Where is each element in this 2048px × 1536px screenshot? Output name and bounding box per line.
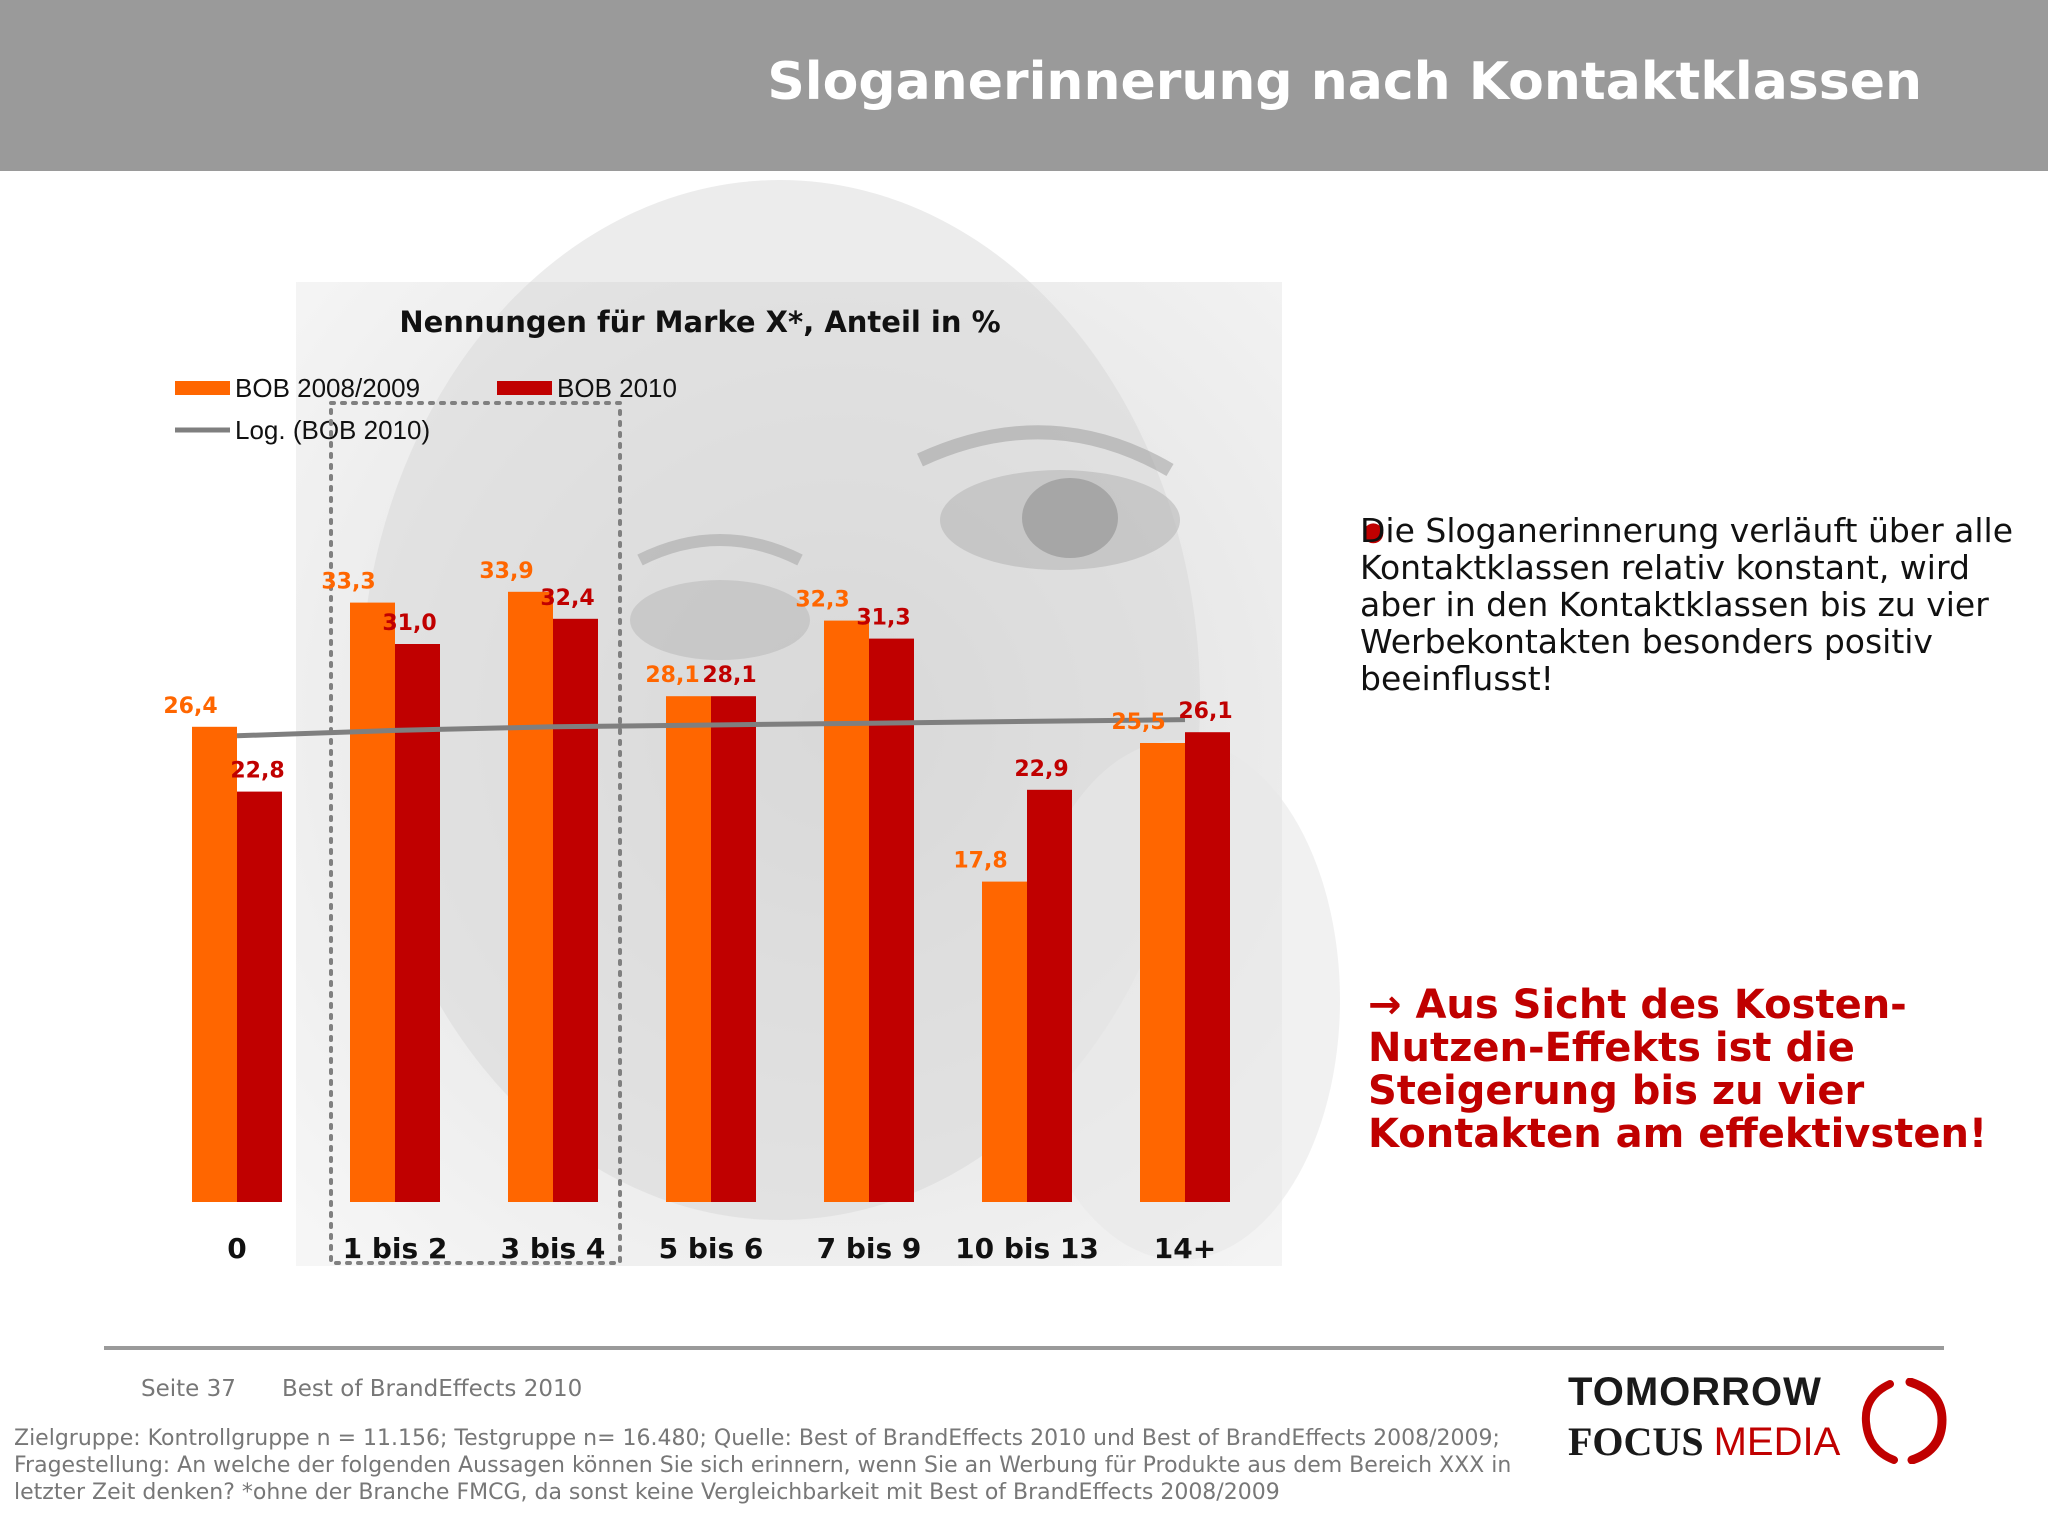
value-label-bob-2008-2009-2: 33,9 [479, 559, 533, 584]
value-label-bob-2008-2009-0: 26,4 [163, 694, 217, 719]
category-label-2: 3 bis 4 [501, 1232, 606, 1265]
legend-label-trendline: Log. (BOB 2010) [235, 415, 430, 445]
bar-bob-2008-2009-4 [824, 620, 869, 1202]
value-label-bob-2008-2009-6: 25,5 [1111, 710, 1165, 735]
chart-legend: BOB 2008/2009 BOB 2010 Log. (BOB 2010) [175, 373, 677, 445]
conclusion-text: Aus Sicht des Kosten-Nutzen-Effekts ist … [1368, 982, 1988, 1157]
bar-bob-2010-0 [237, 791, 282, 1202]
legend-label-bob-2010: BOB 2010 [557, 373, 677, 403]
category-label-6: 14+ [1154, 1232, 1216, 1265]
value-label-bob-2010-0: 22,8 [230, 759, 284, 784]
bar-bob-2010-6 [1185, 732, 1230, 1202]
bar-bob-2010-3 [711, 696, 756, 1202]
bar-bob-2010-4 [869, 638, 914, 1202]
logo-line-1: TOMORROW [1568, 1370, 1822, 1414]
value-label-bob-2010-4: 31,3 [856, 606, 910, 631]
value-label-bob-2010-5: 22,9 [1014, 757, 1068, 782]
bar-bob-2008-2009-3 [666, 696, 711, 1202]
legend-swatch-bob-2008-2009 [175, 381, 230, 395]
bar-bob-2008-2009-2 [508, 591, 553, 1202]
value-label-bob-2010-6: 26,1 [1178, 699, 1232, 724]
chart-title: Nennungen für Marke X*, Anteil in % [399, 305, 1000, 339]
bullet-point-icon: ● [1362, 517, 1385, 547]
value-label-bob-2008-2009-4: 32,3 [795, 588, 849, 613]
footer-divider [104, 1346, 1944, 1350]
legend-label-bob-2008-2009: BOB 2008/2009 [235, 373, 420, 403]
value-label-bob-2008-2009-5: 17,8 [953, 849, 1007, 874]
tomorrow-focus-media-logo: TOMORROW FOCUS MEDIA [1568, 1370, 1948, 1480]
bar-bob-2008-2009-5 [982, 881, 1027, 1202]
value-label-bob-2008-2009-3: 28,1 [645, 663, 699, 688]
category-label-5: 10 bis 13 [955, 1232, 1099, 1265]
value-label-bob-2010-3: 28,1 [702, 663, 756, 688]
page-number: Seite 37 [141, 1376, 236, 1402]
legend-swatch-bob-2010 [497, 381, 552, 395]
bar-bob-2010-5 [1027, 789, 1072, 1202]
conclusion-callout: → Aus Sicht des Kosten-Nutzen-Effekts is… [1368, 984, 2008, 1156]
bullet-text: Die Sloganerinnerung verläuft über alle … [1360, 511, 2014, 698]
bar-bob-2010-1 [395, 644, 440, 1202]
logo-mark-icon [1861, 1378, 1947, 1464]
header-bar: Sloganerinnerung nach Kontaktklassen [0, 0, 2048, 171]
category-label-4: 7 bis 9 [817, 1232, 922, 1265]
footnote: Zielgruppe: Kontrollgruppe n = 11.156; T… [14, 1426, 1512, 1505]
bar-bob-2008-2009-6 [1140, 743, 1185, 1202]
value-label-bob-2008-2009-1: 33,3 [321, 570, 375, 595]
trendline-log-bob-2010 [236, 717, 1186, 739]
category-label-1: 1 bis 2 [343, 1232, 448, 1265]
highlight-box [329, 401, 622, 1265]
bar-bob-2010-2 [553, 618, 598, 1202]
footer-title: Best of BrandEffects 2010 [282, 1376, 583, 1402]
bar-bob-2008-2009-0 [192, 726, 237, 1202]
arrow-right-icon: → [1368, 982, 1402, 1028]
value-label-bob-2010-2: 32,4 [540, 586, 594, 611]
logo-line-2: FOCUS MEDIA [1568, 1418, 1840, 1465]
chart: Nennungen für Marke X*, Anteil in % BOB … [163, 180, 1340, 1266]
value-label-bob-2010-1: 31,0 [382, 611, 436, 636]
category-label-0: 0 [227, 1232, 246, 1265]
category-label-3: 5 bis 6 [659, 1232, 764, 1265]
bar-bob-2008-2009-1 [350, 602, 395, 1202]
logo-media: MEDIA [1713, 1420, 1841, 1464]
page-title: Sloganerinnerung nach Kontaktklassen [767, 52, 1922, 112]
logo-focus: FOCUS [1568, 1419, 1704, 1464]
